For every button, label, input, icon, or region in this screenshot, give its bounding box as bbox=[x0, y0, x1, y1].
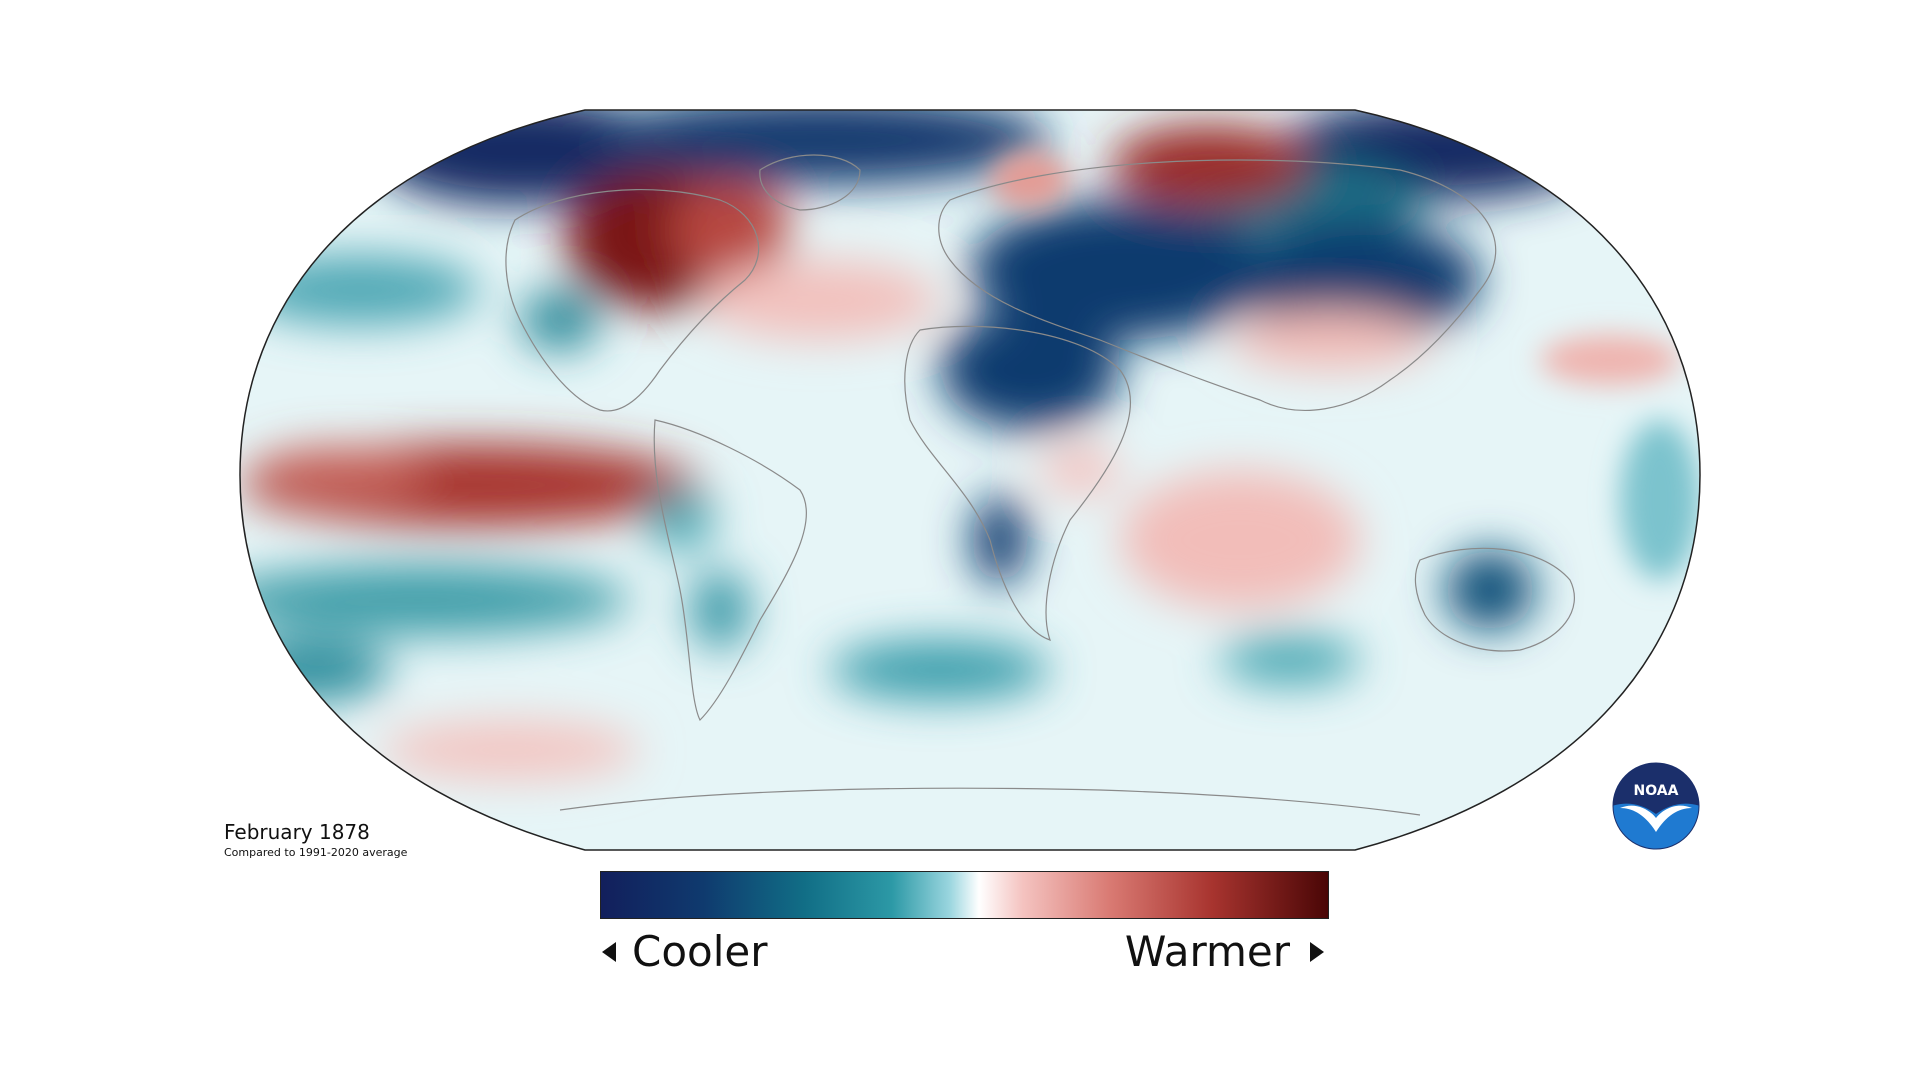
legend-cooler-label: Cooler bbox=[632, 927, 768, 976]
anomaly-cold-arctic-greenland bbox=[590, 110, 1050, 185]
anomaly-warm-north-pacific-west bbox=[1540, 335, 1680, 385]
anomaly-cold-gulf-guinea bbox=[972, 495, 1028, 585]
anomaly-warm-hudson bbox=[670, 180, 790, 280]
coastlines bbox=[505, 154, 1575, 816]
anomaly-warm-central-africa bbox=[1040, 445, 1120, 495]
noaa-logo: NOAA bbox=[1612, 762, 1700, 850]
anomaly-cool-south-indian bbox=[1220, 635, 1360, 685]
anomaly-cool-south-pacific bbox=[240, 565, 630, 635]
eurasia-outline bbox=[938, 159, 1497, 411]
anomaly-warm-scandinavia bbox=[990, 150, 1070, 210]
australia-outline bbox=[1414, 547, 1575, 652]
color-scale-bar bbox=[600, 871, 1329, 919]
anomaly-warm-central-pacific bbox=[250, 447, 430, 503]
africa-outline bbox=[904, 325, 1131, 641]
seagull-icon bbox=[1620, 805, 1692, 832]
greenland-outline bbox=[759, 154, 861, 211]
anomaly-field bbox=[240, 110, 1700, 850]
anomaly-warm-atlantic bbox=[700, 260, 940, 340]
globe-outline bbox=[239, 109, 1701, 851]
anomaly-warm-southeast-pacific bbox=[380, 720, 640, 780]
anomaly-cool-southwest-pacific bbox=[240, 640, 390, 700]
anomaly-warm-india bbox=[1230, 310, 1430, 370]
anomaly-cool-south-atlantic bbox=[830, 640, 1050, 700]
anomaly-cool-south-america bbox=[645, 490, 715, 550]
anomaly-cold-sahara bbox=[940, 310, 1120, 430]
noaa-logo-text: NOAA bbox=[1634, 783, 1679, 799]
map-date-title: February 1878 bbox=[224, 820, 370, 844]
anomaly-cool-us-east bbox=[520, 290, 600, 350]
anomaly-cold-central-asia bbox=[970, 200, 1270, 340]
anomaly-cool-dateline bbox=[1620, 420, 1700, 580]
arrow-right-icon bbox=[1310, 942, 1324, 962]
anomaly-cold-australia bbox=[1445, 550, 1535, 630]
anomaly-cold-east-asia bbox=[1240, 220, 1480, 340]
arrow-left-icon bbox=[602, 942, 616, 962]
anomaly-warm-siberia bbox=[1110, 125, 1310, 205]
antarctica-outline bbox=[559, 787, 1421, 816]
legend-warmer-label: Warmer bbox=[1124, 927, 1290, 976]
map-baseline-subtitle: Compared to 1991-2020 average bbox=[224, 846, 408, 859]
anomaly-warm-indian-ocean bbox=[1120, 470, 1360, 610]
anomaly-cool-patagonia bbox=[690, 570, 750, 650]
anomaly-cool-north-pacific bbox=[240, 255, 480, 325]
south-america-outline bbox=[653, 419, 808, 722]
north-america-outline bbox=[505, 189, 760, 412]
